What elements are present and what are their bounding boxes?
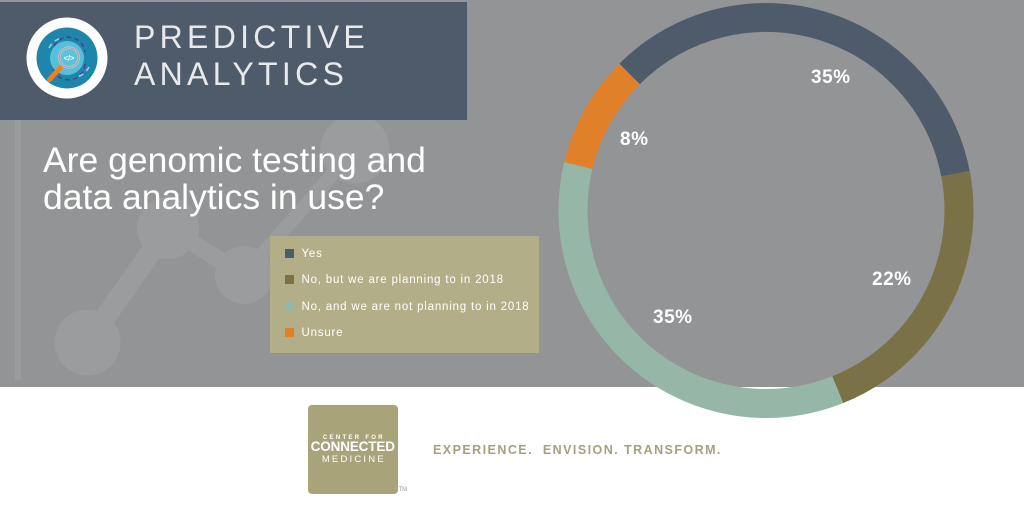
svg-text:</>: </> bbox=[64, 54, 75, 63]
